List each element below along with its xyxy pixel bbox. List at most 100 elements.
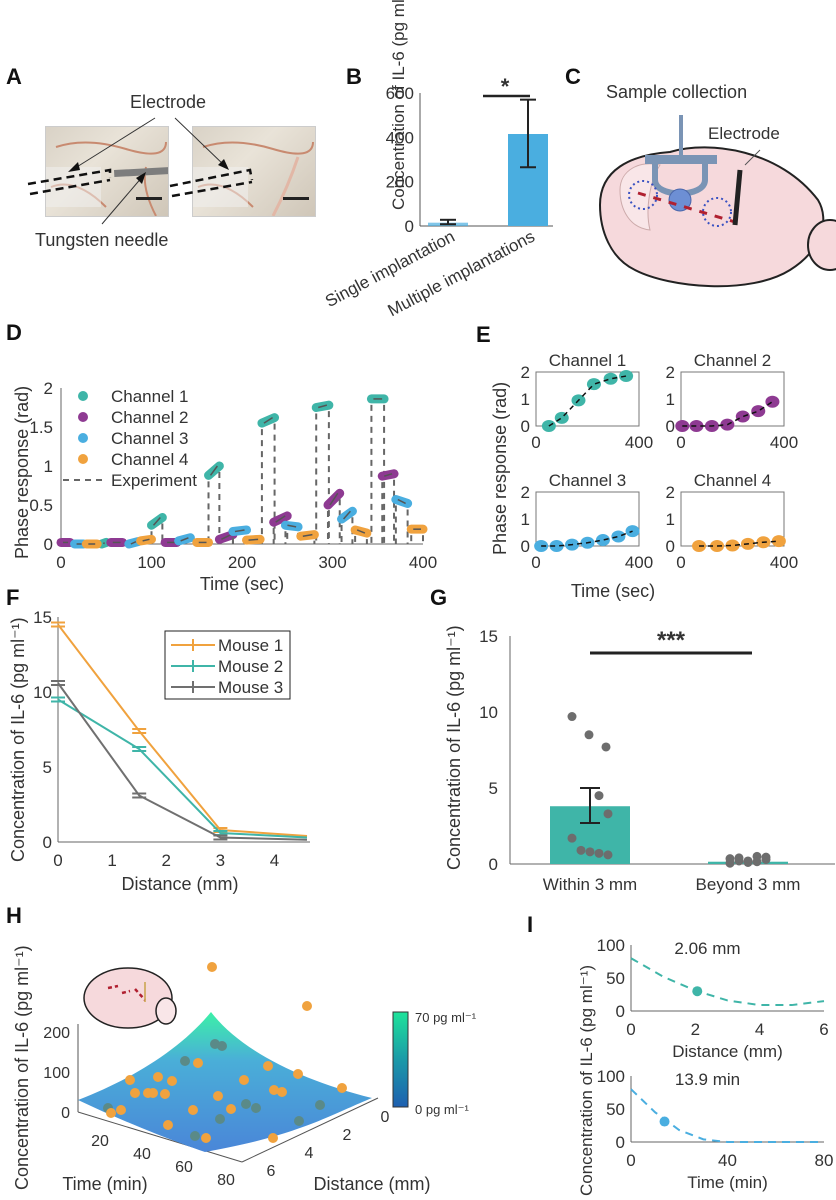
data-point [765, 395, 780, 408]
y-tick-label: 0 [616, 1133, 625, 1152]
y-tick-label: 0 [489, 855, 498, 874]
data-point [601, 742, 611, 752]
colorbar [392, 1011, 409, 1108]
electrode-outlines [27, 117, 254, 225]
experiment-fit [103, 542, 105, 545]
y-tick-label: 2 [666, 363, 675, 382]
data-point [725, 539, 740, 552]
legend-label: Channel 4 [111, 450, 189, 469]
legend-label: Channel 1 [111, 387, 189, 406]
x-tick-label: 400 [770, 433, 798, 452]
y-tick-label: 0 [666, 537, 675, 556]
experiment-fit [287, 524, 297, 528]
significance-label: * [501, 74, 510, 99]
data-point [567, 833, 577, 843]
y-tick-label: 200 [386, 173, 414, 192]
experiment-fit [234, 529, 245, 533]
data-point [735, 410, 750, 423]
y-tick-label: 0 [43, 833, 52, 852]
data-point [611, 530, 626, 543]
data-point [201, 1133, 211, 1143]
time-axis [77, 1111, 243, 1163]
panel-letter-i: I [527, 912, 534, 937]
data-point [771, 535, 786, 548]
data-point [241, 1099, 251, 1109]
y-tick-label: 0 [666, 417, 675, 436]
x-tick-label: 1 [107, 851, 116, 870]
data-point [226, 1104, 236, 1114]
experiment-fit [275, 515, 286, 523]
chart-g: 0 5 10 15 Within 3 mm Beyond 3 mm *** Concentra… [444, 625, 835, 894]
x-tick-label: Beyond 3 mm [696, 875, 801, 894]
y-tick-label: 0 [521, 417, 530, 436]
x-tick-label: 400 [625, 433, 653, 452]
y-tick-label: 100 [597, 936, 625, 955]
y-tick-label: 0 [61, 1105, 70, 1122]
distance-tick-label: 2 [343, 1127, 352, 1144]
x-axis-label: Distance (mm) [672, 1042, 783, 1061]
y-tick-label: 50 [606, 969, 625, 988]
y-tick-label: 1 [44, 457, 53, 476]
panel-letter-b: B [346, 64, 362, 89]
y-tick-label: 600 [386, 84, 414, 103]
data-point [659, 1116, 670, 1127]
y-axis-label: Phase response (rad) [12, 386, 32, 559]
y-tick-label: 100 [43, 1065, 70, 1082]
data-point [725, 858, 735, 868]
legend-label: Channel 3 [111, 429, 189, 448]
data-point [594, 848, 604, 858]
photo-without-needle [192, 126, 316, 217]
legend-label: Mouse 2 [218, 657, 283, 676]
x-tick-label: 60 [175, 1159, 193, 1176]
fit-curve [630, 1088, 824, 1143]
y-tick-label: 100 [597, 1067, 625, 1086]
data-point [215, 1114, 225, 1124]
panel-letter-a: A [6, 64, 22, 89]
series-line [57, 698, 308, 839]
y-tick-label: 0 [405, 217, 414, 236]
distance-tick-label: 6 [267, 1163, 276, 1180]
panel-letter-f: F [6, 585, 20, 610]
subplot-title: Channel 4 [694, 471, 772, 490]
x-tick-label: 100 [137, 553, 165, 572]
subplot-frame [680, 491, 785, 547]
y-tick-label: 10 [33, 683, 52, 702]
label-electrode-a: Electrode [130, 92, 207, 112]
x-tick-label: 3 [216, 851, 225, 870]
chart-h: 0 100 200 20 40 60 80 0 2 4 6 70 pg ml⁻¹ 0 pg ml⁻¹ Ti… [12, 945, 477, 1194]
electrode-shank [732, 169, 743, 226]
data-point [594, 791, 604, 801]
x-axis-label: Time (sec) [200, 574, 284, 594]
x-tick-label: Within 3 mm [543, 875, 637, 894]
legend-marker [78, 454, 88, 464]
experiment-fit [263, 417, 273, 424]
y-tick-label: 5 [43, 758, 52, 777]
experiment-fit [180, 537, 189, 542]
y-axis-label: Concentration of IL-6 (pg ml⁻¹) [444, 625, 464, 870]
fit-line [699, 540, 779, 547]
panel-letter-h: H [6, 903, 22, 928]
data-point [549, 540, 564, 552]
fit-line [682, 401, 773, 427]
legend-label: Mouse 3 [218, 678, 283, 697]
y-tick-label: 400 [386, 128, 414, 147]
data-point [734, 853, 744, 863]
x-tick-label: 0 [626, 1020, 635, 1039]
data-point [207, 962, 217, 972]
data-point [619, 370, 634, 383]
data-point [239, 1075, 249, 1085]
series-line [57, 623, 308, 837]
y-axis-label: Concentration of IL-6 (pg ml⁻¹) [389, 0, 408, 210]
x-tick-label: 80 [217, 1172, 235, 1189]
data-point [603, 372, 618, 385]
experiment-fit [248, 538, 259, 541]
x-tick-label: 400 [770, 553, 798, 572]
data-point [689, 420, 704, 432]
distance-tick-label: 4 [305, 1145, 314, 1162]
legend-label: Experiment [111, 471, 197, 490]
y-tick-label: 1 [666, 510, 675, 529]
subplot-title: Channel 3 [549, 471, 627, 490]
y-tick-label: 2 [44, 379, 53, 398]
legend-marker [78, 391, 88, 401]
panel-letter-c: C [565, 64, 581, 89]
